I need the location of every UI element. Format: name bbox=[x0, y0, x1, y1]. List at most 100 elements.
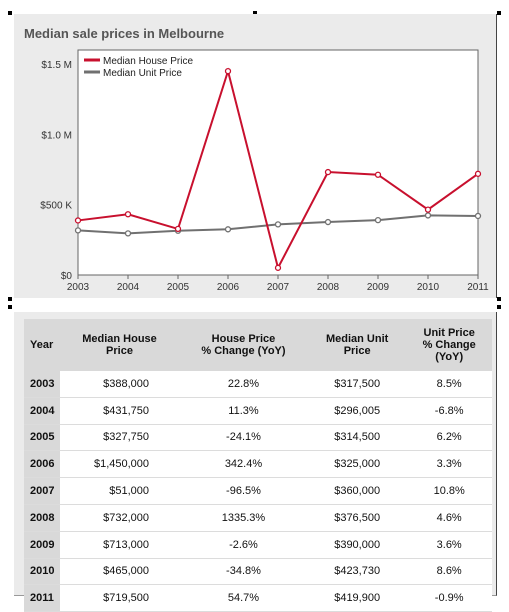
data-point bbox=[274, 221, 282, 228]
table-cell-median-house-price: $431,750 bbox=[60, 397, 180, 425]
table-cell-house-price-change: 22.8% bbox=[179, 371, 308, 398]
table-cell-median-unit-price: $376,500 bbox=[307, 504, 407, 532]
table-cell-median-house-price: $719,500 bbox=[60, 584, 180, 612]
data-point bbox=[274, 264, 282, 271]
data-point bbox=[424, 212, 432, 219]
table-cell-house-price-change: -96.5% bbox=[179, 477, 308, 505]
table-cell-median-house-price: $465,000 bbox=[60, 558, 180, 586]
selection-handle[interactable] bbox=[497, 297, 501, 301]
data-point bbox=[474, 212, 482, 220]
data-point bbox=[74, 217, 82, 224]
selection-handle[interactable] bbox=[8, 297, 12, 301]
table-cell-median-house-price: $713,000 bbox=[60, 531, 180, 559]
table-cell-year: 2003 bbox=[24, 371, 60, 398]
table-cell-unit-price-change: 3.3% bbox=[406, 450, 492, 479]
chart-panel[interactable]: Median sale prices in Melbourne $0 $500 K… bbox=[14, 14, 497, 298]
data-point bbox=[124, 211, 132, 218]
data-point bbox=[474, 170, 482, 177]
selection-handle[interactable] bbox=[8, 11, 12, 15]
table-body: 2003 $388,000 22.8% $317,500 8.5% 2004 $431,75… bbox=[24, 371, 492, 612]
y-tick-label: $1.0 M bbox=[41, 130, 72, 141]
data-point bbox=[424, 206, 432, 213]
table-row: 2007 $51,000 -96.5% $360,000 10.8% bbox=[24, 477, 492, 505]
table-cell-median-unit-price: $296,005 bbox=[307, 397, 407, 425]
table-cell-house-price-change: 1335.3% bbox=[179, 504, 308, 532]
table-header-row: Year Median House Price House Price% Change… bbox=[24, 319, 492, 371]
selection-handle[interactable] bbox=[8, 305, 12, 309]
price-table: Year Median House Price House Price% Change… bbox=[24, 319, 492, 612]
table-cell-year: 2010 bbox=[24, 558, 60, 586]
table-cell-unit-price-change: 4.6% bbox=[406, 504, 492, 532]
selection-handle[interactable] bbox=[497, 11, 501, 15]
x-tick-label: 2010 bbox=[417, 282, 440, 293]
table-cell-median-house-price: $1,450,000 bbox=[60, 450, 180, 479]
table-cell-year: 2007 bbox=[24, 477, 60, 505]
table-cell-unit-price-change: 6.2% bbox=[406, 424, 492, 452]
line-chart: $0 $500 K $1.0 M $1.5 M 2003 2004 2005 2006 2007… bbox=[40, 49, 489, 293]
data-point bbox=[324, 168, 332, 176]
table-cell-house-price-change: 11.3% bbox=[179, 397, 308, 425]
y-tick-label: $1.5 M bbox=[41, 60, 72, 71]
column-header-house-price-change: House Price% Change (YoY) bbox=[179, 319, 308, 371]
table-cell-house-price-change: 54.7% bbox=[179, 584, 308, 612]
table-row: 2009 $713,000 -2.6% $390,000 3.6% bbox=[24, 531, 492, 559]
x-tick-label: 2004 bbox=[117, 282, 140, 293]
table-cell-house-price-change: -34.8% bbox=[179, 558, 308, 586]
table-cell-year: 2005 bbox=[24, 424, 60, 452]
x-tick-label: 2006 bbox=[217, 282, 240, 293]
data-point bbox=[174, 225, 182, 233]
table-cell-unit-price-change: -6.8% bbox=[406, 397, 492, 425]
plot-area bbox=[77, 49, 479, 276]
table-panel[interactable]: Year Median House Price House Price% Change… bbox=[14, 312, 497, 612]
x-tick-label: 2003 bbox=[67, 282, 90, 293]
table-cell-unit-price-change: 8.5% bbox=[406, 371, 492, 398]
table-cell-house-price-change: -2.6% bbox=[179, 531, 308, 559]
table-row: 2006 $1,450,000 342.4% $325,000 3.3% bbox=[24, 450, 492, 479]
table-cell-median-house-price: $327,750 bbox=[60, 424, 180, 452]
data-point bbox=[324, 218, 332, 226]
selection-handle[interactable] bbox=[497, 305, 501, 309]
table-row: 2010 $465,000 -34.8% $423,730 8.6% bbox=[24, 558, 492, 586]
x-tick-label: 2007 bbox=[267, 282, 290, 293]
y-tick-label: $0 bbox=[61, 271, 73, 282]
table-row: 2003 $388,000 22.8% $317,500 8.5% bbox=[24, 371, 492, 398]
table-cell-median-unit-price: $317,500 bbox=[307, 371, 407, 398]
data-point bbox=[124, 230, 132, 237]
table-cell-house-price-change: -24.1% bbox=[179, 424, 308, 452]
column-header-year: Year bbox=[24, 319, 60, 371]
column-header-median-house-price: Median House Price bbox=[60, 319, 180, 371]
table-cell-median-unit-price: $314,500 bbox=[307, 424, 407, 452]
data-point bbox=[224, 67, 232, 75]
table-cell-unit-price-change: 3.6% bbox=[406, 531, 492, 559]
table-row: 2008 $732,000 1335.3% $376,500 4.6% bbox=[24, 504, 492, 532]
table-cell-median-unit-price: $325,000 bbox=[307, 450, 407, 479]
x-tick-label: 2009 bbox=[367, 282, 390, 293]
table-cell-unit-price-change: 10.8% bbox=[406, 477, 492, 505]
table-cell-median-house-price: $732,000 bbox=[60, 504, 180, 532]
table-cell-year: 2011 bbox=[24, 584, 60, 612]
table-row: 2011 $719,500 54.7% $419,900 -0.9% bbox=[24, 584, 492, 612]
table-cell-unit-price-change: -0.9% bbox=[406, 584, 492, 612]
x-tick-label: 2011 bbox=[467, 282, 489, 293]
selection-handle[interactable] bbox=[253, 11, 257, 15]
table-row: 2004 $431,750 11.3% $296,005 -6.8% bbox=[24, 397, 492, 425]
table-cell-median-unit-price: $423,730 bbox=[307, 558, 407, 586]
table-cell-median-unit-price: $360,000 bbox=[307, 477, 407, 505]
x-tick-label: 2005 bbox=[167, 282, 190, 293]
table-cell-year: 2008 bbox=[24, 504, 60, 532]
table-cell-median-house-price: $51,000 bbox=[60, 477, 180, 505]
data-point bbox=[74, 227, 82, 234]
table-cell-year: 2004 bbox=[24, 397, 60, 425]
table-cell-unit-price-change: 8.6% bbox=[406, 558, 492, 586]
table-cell-year: 2009 bbox=[24, 531, 60, 559]
chart-title: Median sale prices in Melbourne bbox=[24, 26, 225, 41]
table-row: 2005 $327,750 -24.1% $314,500 6.2% bbox=[24, 424, 492, 452]
table-cell-year: 2006 bbox=[24, 450, 60, 479]
x-tick-label: 2008 bbox=[317, 282, 340, 293]
column-header-median-unit-price: Median Unit Price bbox=[307, 319, 407, 371]
data-point bbox=[224, 226, 232, 233]
table-cell-median-unit-price: $419,900 bbox=[307, 584, 407, 612]
table-cell-median-unit-price: $390,000 bbox=[307, 531, 407, 559]
data-point bbox=[374, 171, 382, 178]
legend-label: Median House Price bbox=[103, 56, 193, 67]
